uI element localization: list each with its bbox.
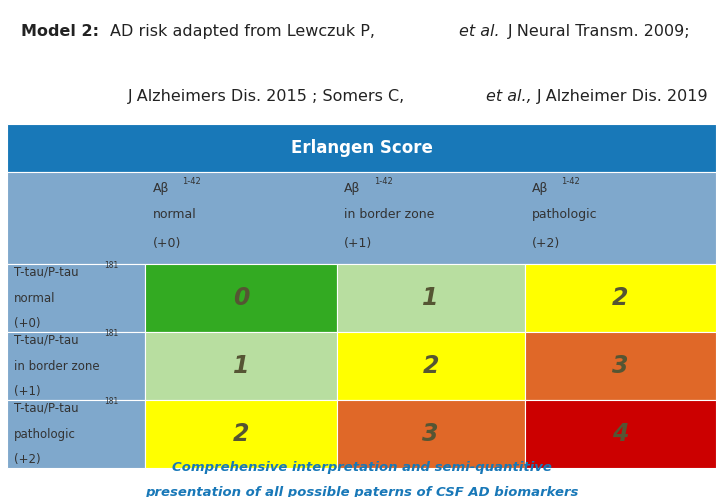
- Text: Aβ: Aβ: [344, 182, 360, 195]
- Text: 181: 181: [105, 261, 119, 270]
- Text: (+1): (+1): [14, 385, 41, 398]
- Text: 2: 2: [612, 286, 629, 310]
- Text: et al.,: et al.,: [485, 89, 531, 104]
- Text: J Alzheimer Dis. 2019: J Alzheimer Dis. 2019: [538, 89, 709, 104]
- Text: in border zone: in border zone: [14, 359, 100, 373]
- Text: 2: 2: [422, 354, 439, 378]
- Bar: [145, 332, 337, 400]
- Text: Erlangen Score: Erlangen Score: [291, 139, 432, 157]
- Text: pathologic: pathologic: [14, 427, 76, 441]
- Bar: [7, 400, 145, 468]
- Text: T-tau/P-tau: T-tau/P-tau: [14, 266, 79, 279]
- Text: (+0): (+0): [14, 317, 41, 331]
- Bar: [525, 332, 716, 400]
- Text: T-tau/P-tau: T-tau/P-tau: [14, 402, 79, 415]
- Bar: [145, 264, 337, 332]
- Bar: [7, 264, 145, 332]
- Text: 4: 4: [612, 422, 629, 446]
- Bar: [337, 264, 525, 332]
- Text: 1-42: 1-42: [561, 177, 580, 186]
- Text: 1-42: 1-42: [374, 177, 392, 186]
- Text: (+0): (+0): [153, 237, 181, 250]
- Text: (+1): (+1): [344, 237, 372, 250]
- Bar: [7, 332, 145, 400]
- Bar: [337, 332, 525, 400]
- Text: Aβ: Aβ: [532, 182, 548, 195]
- Bar: [525, 264, 716, 332]
- Text: 3: 3: [612, 354, 629, 378]
- Text: AD risk adapted from Lewczuk P,: AD risk adapted from Lewczuk P,: [110, 24, 375, 39]
- Text: 3: 3: [422, 422, 439, 446]
- Text: pathologic: pathologic: [532, 208, 597, 221]
- Text: J Alzheimers Dis. 2015 ; Somers C,: J Alzheimers Dis. 2015 ; Somers C,: [127, 89, 405, 104]
- Bar: [337, 400, 525, 468]
- Text: Comprehensive interpretation and semi-quantitive: Comprehensive interpretation and semi-qu…: [172, 461, 551, 474]
- Text: (+2): (+2): [532, 237, 560, 250]
- Text: 181: 181: [105, 397, 119, 406]
- Text: 1-42: 1-42: [183, 177, 201, 186]
- Text: 2: 2: [233, 422, 249, 446]
- Bar: [7, 172, 716, 264]
- Text: presentation of all possible paterns of CSF AD biomarkers: presentation of all possible paterns of …: [145, 487, 579, 497]
- Bar: [145, 400, 337, 468]
- Text: 1: 1: [422, 286, 439, 310]
- Text: (+2): (+2): [14, 453, 41, 466]
- Text: normal: normal: [14, 292, 56, 305]
- Text: 0: 0: [233, 286, 249, 310]
- Bar: [7, 124, 716, 172]
- Text: in border zone: in border zone: [344, 208, 434, 221]
- Text: 1: 1: [233, 354, 249, 378]
- Text: Aβ: Aβ: [153, 182, 169, 195]
- Text: 181: 181: [105, 329, 119, 338]
- Text: Model 2:: Model 2:: [21, 24, 100, 39]
- Text: et al.: et al.: [460, 24, 500, 39]
- Text: T-tau/P-tau: T-tau/P-tau: [14, 334, 79, 347]
- Bar: [525, 400, 716, 468]
- Text: normal: normal: [153, 208, 196, 221]
- Text: J Neural Transm. 2009;: J Neural Transm. 2009;: [508, 24, 690, 39]
